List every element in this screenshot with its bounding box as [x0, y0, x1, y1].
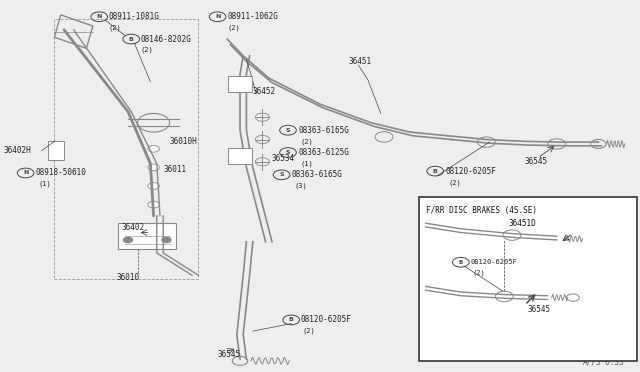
Bar — [228, 148, 252, 164]
Text: 36402: 36402 — [122, 223, 145, 232]
Text: 08363-6125G: 08363-6125G — [298, 148, 349, 157]
Text: (2): (2) — [448, 179, 461, 186]
Text: 08363-6165G: 08363-6165G — [298, 126, 349, 135]
Text: S: S — [285, 150, 291, 155]
Circle shape — [124, 237, 132, 243]
Text: S: S — [279, 172, 284, 177]
Circle shape — [148, 164, 159, 171]
Text: 36011: 36011 — [163, 165, 186, 174]
Text: N: N — [97, 14, 102, 19]
Text: B: B — [433, 169, 438, 174]
Text: (1): (1) — [301, 160, 314, 167]
Text: 08146-8202G: 08146-8202G — [141, 35, 191, 44]
Text: S: S — [285, 128, 291, 133]
Circle shape — [162, 237, 171, 243]
Bar — [228, 76, 252, 92]
Text: (2): (2) — [472, 269, 485, 276]
Text: 36534: 36534 — [272, 154, 295, 163]
Text: 36545: 36545 — [528, 305, 551, 314]
Text: F/RR DISC BRAKES (4S.SE): F/RR DISC BRAKES (4S.SE) — [426, 206, 536, 215]
Text: 36452: 36452 — [253, 87, 276, 96]
Text: 08120-6205F: 08120-6205F — [301, 315, 351, 324]
Text: A//3*0:33: A//3*0:33 — [582, 357, 624, 366]
Text: N: N — [215, 14, 220, 19]
Text: N: N — [23, 170, 28, 176]
Text: 08918-50610: 08918-50610 — [35, 169, 86, 177]
Text: 36402H: 36402H — [3, 146, 31, 155]
Text: 08363-6165G: 08363-6165G — [292, 170, 342, 179]
Text: 36545: 36545 — [218, 350, 241, 359]
Text: (2): (2) — [109, 25, 122, 31]
Bar — [54, 19, 198, 279]
Text: 08911-1081G: 08911-1081G — [109, 12, 159, 21]
Text: (2): (2) — [302, 328, 315, 334]
Text: (2): (2) — [141, 47, 154, 54]
Text: (2): (2) — [301, 138, 314, 145]
Text: 08911-1062G: 08911-1062G — [227, 12, 278, 21]
Text: 36010H: 36010H — [170, 137, 197, 146]
Text: 36545: 36545 — [525, 157, 548, 166]
Text: B: B — [289, 317, 294, 323]
Text: 36010: 36010 — [116, 273, 140, 282]
Text: 08120-6205F: 08120-6205F — [445, 167, 496, 176]
Circle shape — [148, 145, 159, 152]
Text: B: B — [129, 36, 134, 42]
Bar — [48, 141, 64, 160]
Circle shape — [148, 183, 159, 189]
Text: 36451D: 36451D — [509, 219, 536, 228]
Circle shape — [148, 201, 159, 208]
Text: 36451: 36451 — [349, 57, 372, 66]
Text: (2): (2) — [227, 25, 240, 31]
Text: (1): (1) — [38, 181, 51, 187]
Bar — [419, 197, 637, 361]
Bar — [118, 223, 176, 249]
Text: 08120-6205F: 08120-6205F — [470, 259, 517, 265]
Text: (3): (3) — [294, 183, 307, 189]
Text: B: B — [459, 260, 463, 265]
